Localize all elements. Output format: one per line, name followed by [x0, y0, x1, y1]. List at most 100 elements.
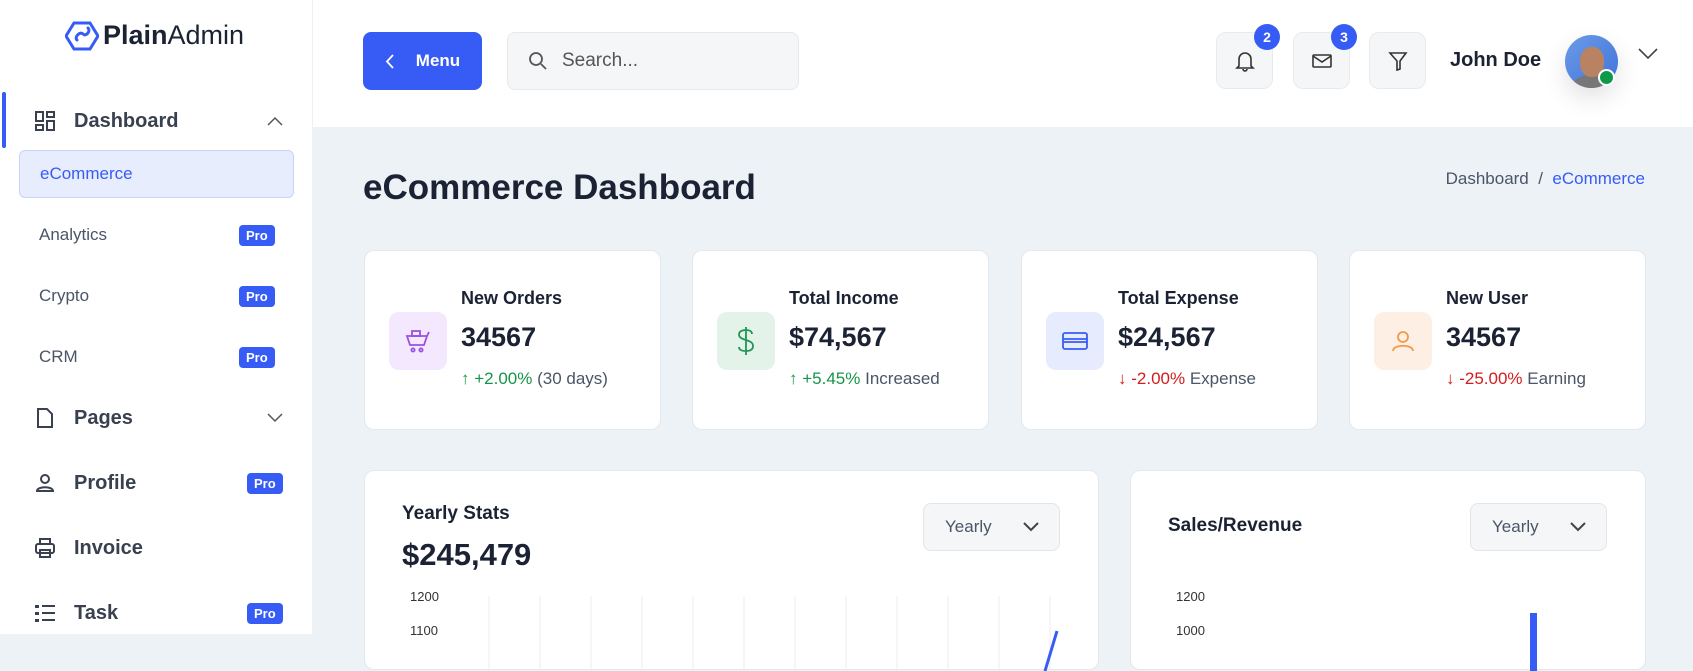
logo-text-light: Admin: [167, 20, 245, 50]
sales-period-select[interactable]: Yearly: [1470, 503, 1607, 551]
stat-label: Total Expense: [1118, 288, 1239, 308]
breadcrumb-dashboard[interactable]: Dashboard: [1445, 169, 1529, 188]
sidebar-item-pages[interactable]: Pages: [0, 403, 313, 433]
mail-icon: [1311, 53, 1332, 68]
pro-badge: Pro: [239, 285, 275, 307]
chevron-down-icon: [267, 413, 283, 423]
menu-label: Menu: [415, 51, 461, 70]
stat-card-new-user: New User 34567 ↓ -25.00% Earning: [1349, 250, 1646, 430]
sidebar-item-label: Dashboard: [74, 109, 179, 132]
bar: [1530, 613, 1537, 671]
breadcrumb-ecommerce: eCommerce: [1552, 169, 1645, 188]
pro-badge: Pro: [247, 602, 283, 624]
sales-revenue-card: Sales/Revenue Yearly 1200 1000: [1130, 470, 1646, 671]
yearly-chart: [488, 596, 1059, 671]
search-icon: [529, 52, 547, 70]
stat-change-note: (30 days): [537, 369, 608, 388]
printer-icon: [35, 538, 55, 558]
sidebar-item-task[interactable]: Task Pro: [0, 598, 313, 628]
stat-value: $74,567: [789, 322, 887, 352]
chevron-up-icon: [267, 116, 283, 126]
sidebar-subitem-crypto[interactable]: Crypto Pro: [19, 272, 294, 320]
sidebar-subitem-crm[interactable]: CRM Pro: [19, 333, 294, 381]
stat-value: 34567: [1446, 322, 1522, 352]
series-line: [1043, 630, 1059, 671]
stat-change-value: -2.00%: [1131, 369, 1186, 388]
stat-label: New User: [1446, 288, 1529, 308]
breadcrumb: Dashboard / eCommerce: [1446, 169, 1645, 189]
stat-change: ↓ -2.00% Expense: [1118, 369, 1256, 389]
search-box[interactable]: [507, 32, 799, 90]
sidebar-item-dashboard[interactable]: Dashboard: [0, 106, 313, 136]
yearly-period-select[interactable]: Yearly: [923, 503, 1060, 551]
notifications-button[interactable]: 2: [1216, 24, 1280, 89]
yearly-stats-card: Yearly Stats $245,479 Yearly 1200 1100: [364, 470, 1099, 671]
user-icon: [35, 474, 55, 492]
pro-badge: Pro: [239, 346, 275, 368]
pro-badge: Pro: [247, 472, 283, 494]
chevron-down-icon[interactable]: [1638, 48, 1658, 60]
sidebar-subitem-ecommerce[interactable]: eCommerce: [19, 150, 294, 198]
bell-icon: [1234, 51, 1255, 72]
user-name[interactable]: John Doe: [1450, 49, 1542, 71]
sidebar-item-label: Task: [74, 601, 119, 624]
stat-change-value: +2.00%: [474, 369, 533, 388]
messages-button[interactable]: 3: [1293, 24, 1357, 89]
filter-icon: [1387, 51, 1408, 71]
messages-badge: 3: [1331, 24, 1357, 50]
logo-icon: [65, 21, 99, 50]
list-icon: [35, 605, 55, 622]
stat-change-note: Earning: [1527, 369, 1586, 388]
dollar-icon: [717, 312, 775, 370]
stat-change-note: Expense: [1189, 369, 1257, 388]
stat-value: $24,567: [1118, 322, 1216, 352]
arrow-down-icon: ↓: [1118, 369, 1127, 388]
pro-badge: Pro: [239, 224, 275, 246]
stat-card-new-orders: New Orders 34567 ↑ +2.00% (30 days): [364, 250, 661, 430]
menu-button[interactable]: Menu: [363, 32, 482, 90]
arrow-up-icon: ↑: [461, 369, 470, 388]
online-status-dot: [1598, 69, 1615, 86]
cart-icon: [389, 312, 447, 370]
sidebar-item-label: Invoice: [74, 536, 143, 559]
y-tick-label: 1200: [410, 589, 439, 604]
user-icon: [1374, 312, 1432, 370]
chevron-down-icon: [1023, 522, 1039, 532]
card-title: Sales/Revenue: [1168, 515, 1303, 536]
arrow-up-icon: ↑: [789, 369, 798, 388]
sales-chart: [1530, 613, 1537, 671]
stat-change: ↑ +5.45% Increased: [789, 369, 940, 389]
sidebar-subitem-analytics[interactable]: Analytics Pro: [19, 211, 294, 259]
stat-change: ↓ -25.00% Earning: [1446, 369, 1586, 389]
logo[interactable]: Plain Admin: [65, 20, 244, 51]
y-tick-label: 1200: [1176, 589, 1205, 604]
stat-label: Total Income: [789, 288, 899, 308]
breadcrumb-separator: /: [1538, 169, 1543, 188]
credit-card-icon: [1046, 312, 1104, 370]
sidebar-item-invoice[interactable]: Invoice: [0, 533, 313, 563]
arrow-down-icon: ↓: [1446, 369, 1455, 388]
stat-change-note: Increased: [865, 369, 940, 388]
stat-change-value: -25.00%: [1459, 369, 1523, 388]
stat-card-total-income: Total Income $74,567 ↑ +5.45% Increased: [692, 250, 989, 430]
page-icon: [37, 408, 53, 428]
select-value: Yearly: [1492, 517, 1539, 536]
filter-button[interactable]: [1369, 32, 1426, 89]
sidebar-item-profile[interactable]: Profile Pro: [0, 468, 313, 498]
sidebar-subitem-label: Crypto: [39, 286, 90, 305]
chevron-down-icon: [1570, 522, 1586, 532]
stat-change-value: +5.45%: [802, 369, 861, 388]
stat-value: 34567: [461, 322, 537, 352]
page-title: eCommerce Dashboard: [363, 168, 756, 207]
sidebar-subitem-label: CRM: [39, 347, 78, 366]
stat-card-total-expense: Total Expense $24,567 ↓ -2.00% Expense: [1021, 250, 1318, 430]
sidebar: Plain Admin Dashboard eCommerce Analytics…: [0, 0, 313, 634]
sidebar-subitem-label: eCommerce: [40, 164, 133, 183]
active-indicator: [2, 92, 6, 148]
sidebar-item-label: Profile: [74, 471, 137, 494]
search-input[interactable]: [562, 50, 782, 72]
stat-change: ↑ +2.00% (30 days): [461, 369, 608, 389]
yearly-total: $245,479: [402, 537, 532, 572]
card-title: Yearly Stats: [402, 503, 510, 524]
notifications-badge: 2: [1254, 24, 1280, 50]
